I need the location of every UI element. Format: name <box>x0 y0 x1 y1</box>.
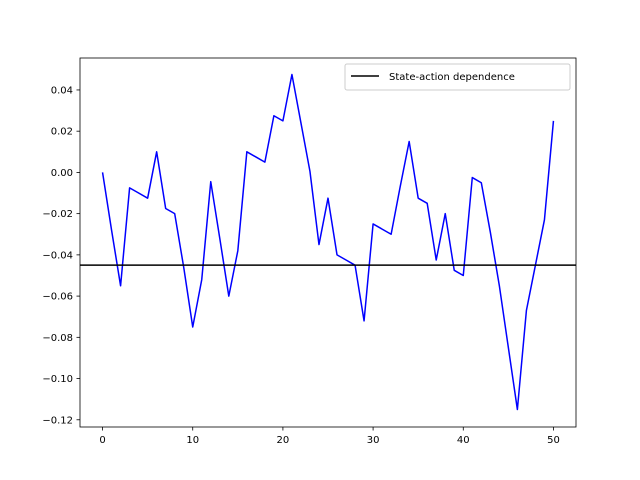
x-tick-label: 20 <box>277 435 290 446</box>
legend-label: State-action dependence <box>389 72 515 83</box>
axes: 0 10 20 30 40 50 −0.12 −0.10 −0.08 −0.06 −0.04 −0.0… <box>42 57 577 446</box>
y-tick-label: −0.02 <box>42 209 73 220</box>
y-tick-label: −0.12 <box>42 415 73 426</box>
x-tick-label: 30 <box>367 435 380 446</box>
axes-frame <box>79 57 577 428</box>
x-tick-label: 40 <box>457 435 470 446</box>
series-line-0 <box>101 73 555 411</box>
y-tick-label: 0.00 <box>51 168 73 179</box>
y-tick-label: −0.08 <box>42 333 73 344</box>
plot-area <box>80 73 576 411</box>
y-tick-label: 0.04 <box>51 85 73 96</box>
x-tick-label: 50 <box>547 435 560 446</box>
legend: State-action dependence <box>344 63 571 91</box>
y-tick-label: −0.10 <box>42 374 73 385</box>
y-tick-label: 0.02 <box>51 127 73 138</box>
legend-box <box>344 63 571 91</box>
y-tick-label: −0.06 <box>42 292 73 303</box>
x-tick-label: 0 <box>99 435 105 446</box>
x-tick-label: 10 <box>186 435 199 446</box>
y-tick-label: −0.04 <box>42 250 73 261</box>
